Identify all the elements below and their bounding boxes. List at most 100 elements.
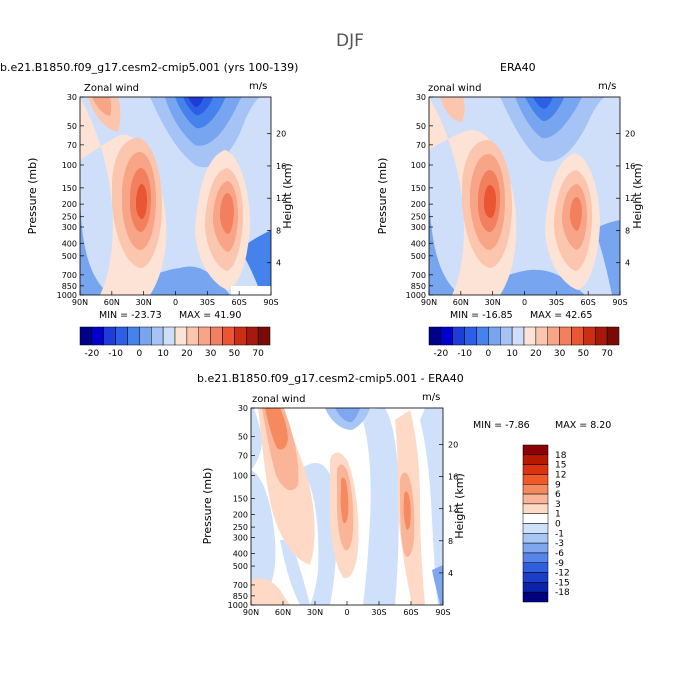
- pressure-tick-label: 250: [62, 213, 77, 222]
- pressure-tick-label: 300: [233, 533, 248, 542]
- colorbar-label: 50: [229, 349, 241, 359]
- height-tick-label: 12: [276, 194, 286, 203]
- pressure-tick-label: 70: [416, 141, 426, 150]
- colorbar-model: -20 -10 0 10 20 30 50 70: [79, 326, 271, 359]
- colorbar-swatch: [522, 444, 549, 456]
- y-axis-title-left: Pressure (mb): [26, 158, 39, 235]
- colorbar-label: 6: [555, 490, 561, 500]
- colorbar-label: 0: [555, 520, 561, 530]
- colorbar-label: 18: [555, 451, 567, 461]
- colorbar-swatch: [522, 582, 549, 593]
- lat-tick-label: 60S: [232, 298, 247, 307]
- min-label-model: MIN = -23.73: [99, 310, 162, 321]
- heatmap-obs: [429, 97, 620, 295]
- pressure-tick-label: 50: [416, 122, 426, 131]
- colorbar-swatch: [523, 326, 537, 346]
- colorbar-swatch: [522, 474, 549, 485]
- colorbar-label: 10: [157, 349, 169, 359]
- lat-tick-label: 90S: [263, 298, 278, 307]
- pressure-tick-label: 100: [233, 472, 248, 481]
- pressure-tick-label: 850: [62, 282, 77, 291]
- pressure-tick-label: 250: [233, 523, 248, 532]
- colorbar-label: 30: [554, 349, 566, 359]
- height-tick-label: 8: [625, 226, 630, 235]
- colorbar-label: -3: [555, 539, 564, 549]
- heatmap-diff: [251, 408, 443, 605]
- lat-tick-label: 60N: [453, 298, 469, 307]
- colorbar-swatch: [464, 326, 477, 346]
- colorbar-label: 50: [578, 349, 590, 359]
- panel-title-obs: ERA40: [500, 61, 536, 74]
- colorbar-swatch: [522, 572, 549, 583]
- units-label-obs: m/s: [598, 81, 617, 92]
- colorbar-swatch: [186, 326, 199, 346]
- colorbar-swatch: [535, 326, 548, 346]
- pressure-tick-label: 300: [411, 223, 426, 232]
- pressure-tick-label: 300: [62, 223, 77, 232]
- pressure-tick-label: 400: [411, 239, 426, 248]
- field-label-model: Zonal wind: [84, 83, 140, 94]
- lat-tick-label: 90S: [435, 608, 450, 617]
- height-tick-label: 4: [448, 569, 453, 578]
- pressure-tick-label: 100: [411, 161, 426, 170]
- pressure-tick-label: 1000: [228, 601, 248, 610]
- colorbar-label: 1: [555, 510, 561, 520]
- lat-tick-label: 90S: [612, 298, 627, 307]
- lat-tick-label: 0: [522, 298, 527, 307]
- colorbar-label: -20: [85, 349, 100, 359]
- pressure-tick-label: 250: [411, 213, 426, 222]
- y-axis-title-right: Height (km): [453, 473, 466, 539]
- colorbar-swatch: [246, 326, 259, 346]
- heatmap-model: [80, 97, 271, 295]
- colorbar-swatch: [522, 542, 549, 554]
- colorbar-swatch: [511, 326, 525, 346]
- colorbar-label: -6: [555, 549, 564, 559]
- figure-title: DJF: [336, 31, 364, 51]
- colorbar-label: 10: [506, 349, 518, 359]
- colorbar-label: 12: [555, 470, 566, 480]
- colorbar-label: 3: [555, 500, 561, 510]
- height-tick-label: 8: [448, 537, 453, 546]
- colorbar-swatch: [547, 326, 560, 346]
- y-axis-title-left: Pressure (mb): [376, 158, 389, 235]
- colorbar-label: -18: [555, 588, 570, 598]
- lat-tick-label: 30N: [485, 298, 501, 307]
- colorbar-swatch: [257, 326, 271, 346]
- lat-tick-label: 90N: [421, 298, 437, 307]
- colorbar-label: 30: [205, 349, 217, 359]
- pressure-tick-label: 500: [62, 252, 77, 261]
- lat-tick-label: 60N: [104, 298, 120, 307]
- pressure-tick-label: 400: [233, 550, 248, 559]
- max-label-diff: MAX = 8.20: [555, 420, 612, 431]
- colorbar-label: -10: [108, 349, 123, 359]
- colorbar-swatch: [522, 591, 549, 603]
- colorbar-label: 70: [252, 349, 264, 359]
- lat-tick-label: 60S: [581, 298, 596, 307]
- colorbar-swatch: [115, 326, 128, 346]
- colorbar-swatch: [522, 523, 549, 534]
- lat-tick-label: 60N: [275, 608, 291, 617]
- y-axis-title-left: Pressure (mb): [201, 468, 214, 545]
- colorbar-label: -1: [555, 529, 564, 539]
- colorbar-label: 9: [555, 480, 561, 490]
- colorbar-label: -12: [555, 569, 570, 579]
- max-label-model: MAX = 41.90: [179, 310, 242, 321]
- pressure-tick-label: 200: [411, 200, 426, 209]
- colorbar-swatch: [522, 484, 549, 495]
- y-axis-title-right: Height (km): [281, 163, 294, 229]
- pressure-tick-label: 400: [62, 239, 77, 248]
- colorbar-swatch: [595, 326, 608, 346]
- units-label-diff: m/s: [422, 392, 441, 403]
- lat-tick-label: 30S: [200, 298, 215, 307]
- lat-tick-label: 90N: [243, 608, 259, 617]
- field-label-diff: zonal wind: [252, 394, 306, 405]
- min-label-obs: MIN = -16.85: [450, 310, 513, 321]
- colorbar-swatch: [522, 513, 549, 524]
- lat-tick-label: 30N: [307, 608, 323, 617]
- colorbar-swatch: [79, 326, 93, 346]
- colorbar-label: -10: [457, 349, 472, 359]
- colorbar-swatch: [91, 326, 104, 346]
